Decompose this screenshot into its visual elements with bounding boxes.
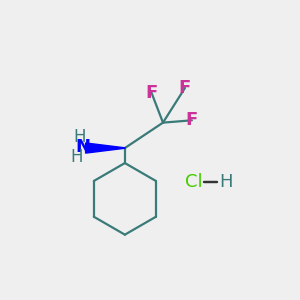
Text: F: F	[145, 84, 158, 102]
Text: H: H	[220, 172, 233, 190]
Text: Cl: Cl	[184, 172, 202, 190]
Text: H: H	[70, 148, 82, 166]
Text: F: F	[186, 111, 198, 129]
Polygon shape	[85, 143, 125, 153]
Text: N: N	[76, 138, 91, 156]
Text: H: H	[74, 128, 86, 146]
Text: F: F	[179, 79, 191, 97]
